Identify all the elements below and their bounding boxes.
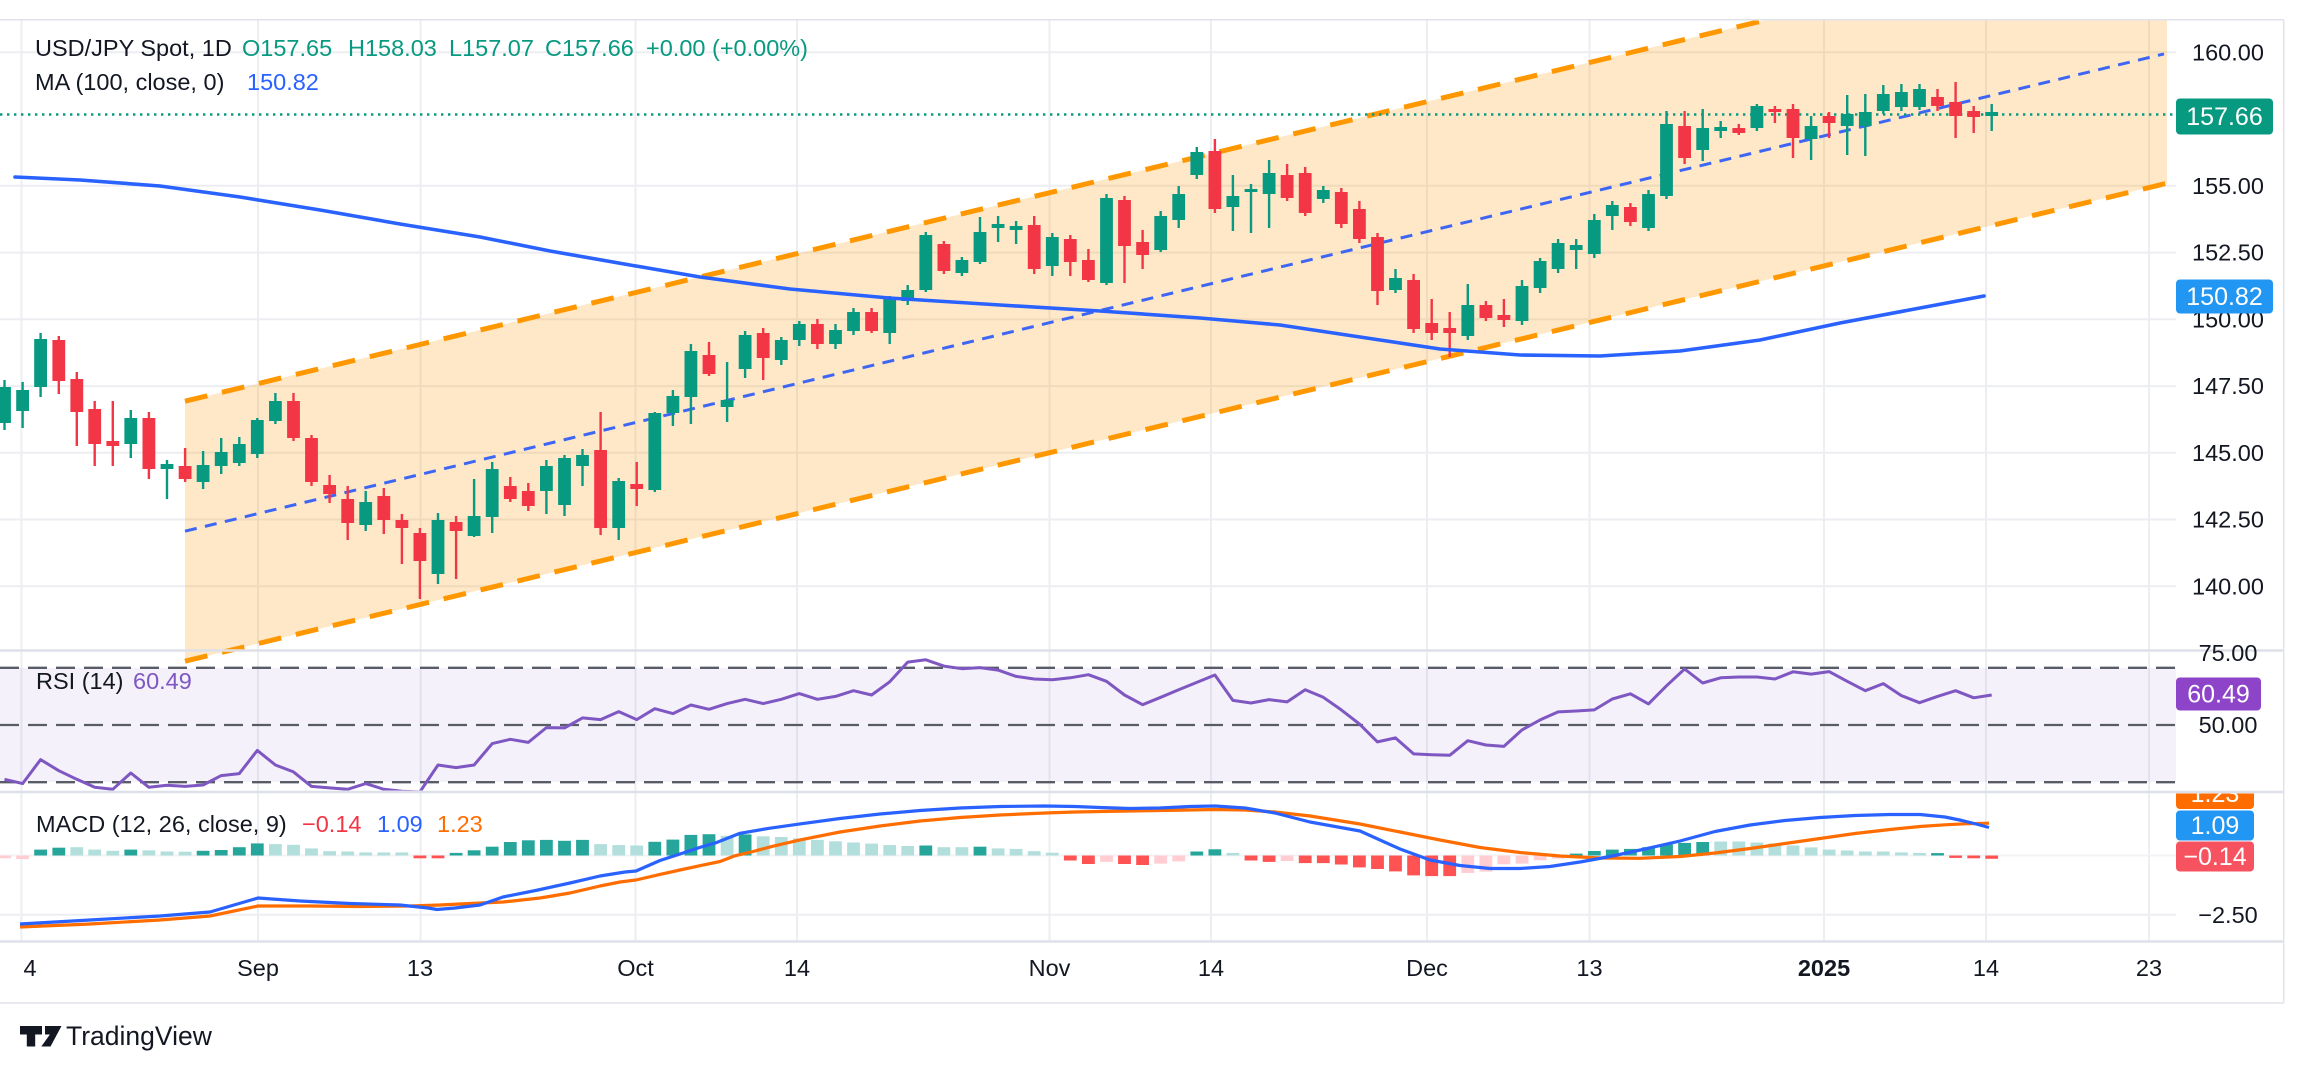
svg-text:14: 14 — [784, 955, 810, 981]
svg-text:1.23: 1.23 — [437, 811, 483, 837]
svg-text:160.00: 160.00 — [2192, 39, 2264, 65]
svg-text:O157.65: O157.65 — [242, 35, 332, 61]
svg-text:−2.50: −2.50 — [2198, 902, 2257, 928]
svg-text:23: 23 — [2136, 955, 2162, 981]
svg-text:Oct: Oct — [617, 955, 654, 981]
svg-text:1.23: 1.23 — [2191, 780, 2240, 808]
svg-text:USD/JPY Spot, 1D: USD/JPY Spot, 1D — [35, 35, 232, 61]
svg-text:4: 4 — [23, 955, 36, 981]
svg-text:150.82: 150.82 — [2186, 283, 2262, 311]
svg-text:50.00: 50.00 — [2199, 712, 2258, 738]
svg-text:140.00: 140.00 — [2192, 573, 2264, 599]
svg-text:147.50: 147.50 — [2192, 373, 2264, 399]
svg-text:2025: 2025 — [1798, 955, 1850, 981]
svg-text:14: 14 — [1198, 955, 1224, 981]
svg-text:157.66: 157.66 — [2186, 103, 2262, 131]
svg-text:14: 14 — [1973, 955, 1999, 981]
svg-text:155.00: 155.00 — [2192, 173, 2264, 199]
svg-text:60.49: 60.49 — [2187, 681, 2250, 709]
svg-text:RSI (14): RSI (14) — [36, 668, 124, 694]
svg-text:60.49: 60.49 — [133, 668, 192, 694]
svg-text:Nov: Nov — [1029, 955, 1071, 981]
svg-text:13: 13 — [407, 955, 433, 981]
svg-text:142.50: 142.50 — [2192, 507, 2264, 533]
svg-text:MACD (12, 26, close, 9): MACD (12, 26, close, 9) — [36, 811, 287, 837]
svg-text:−0.14: −0.14 — [2183, 843, 2246, 871]
svg-text:Sep: Sep — [237, 955, 279, 981]
svg-text:75.00: 75.00 — [2199, 640, 2258, 666]
svg-text:H158.03: H158.03 — [348, 35, 437, 61]
svg-text:MA (100, close, 0): MA (100, close, 0) — [35, 69, 224, 95]
svg-text:1.09: 1.09 — [2191, 812, 2240, 840]
svg-text:TradingView: TradingView — [66, 1021, 213, 1051]
svg-text:13: 13 — [1576, 955, 1602, 981]
svg-text:C157.66: C157.66 — [545, 35, 634, 61]
svg-text:1.09: 1.09 — [377, 811, 423, 837]
svg-text:Dec: Dec — [1406, 955, 1448, 981]
svg-text:152.50: 152.50 — [2192, 240, 2264, 266]
svg-text:145.00: 145.00 — [2192, 440, 2264, 466]
svg-text:150.82: 150.82 — [247, 69, 319, 95]
svg-text:+0.00 (+0.00%): +0.00 (+0.00%) — [646, 35, 808, 61]
svg-text:L157.07: L157.07 — [449, 35, 534, 61]
svg-text:−0.14: −0.14 — [302, 811, 361, 837]
